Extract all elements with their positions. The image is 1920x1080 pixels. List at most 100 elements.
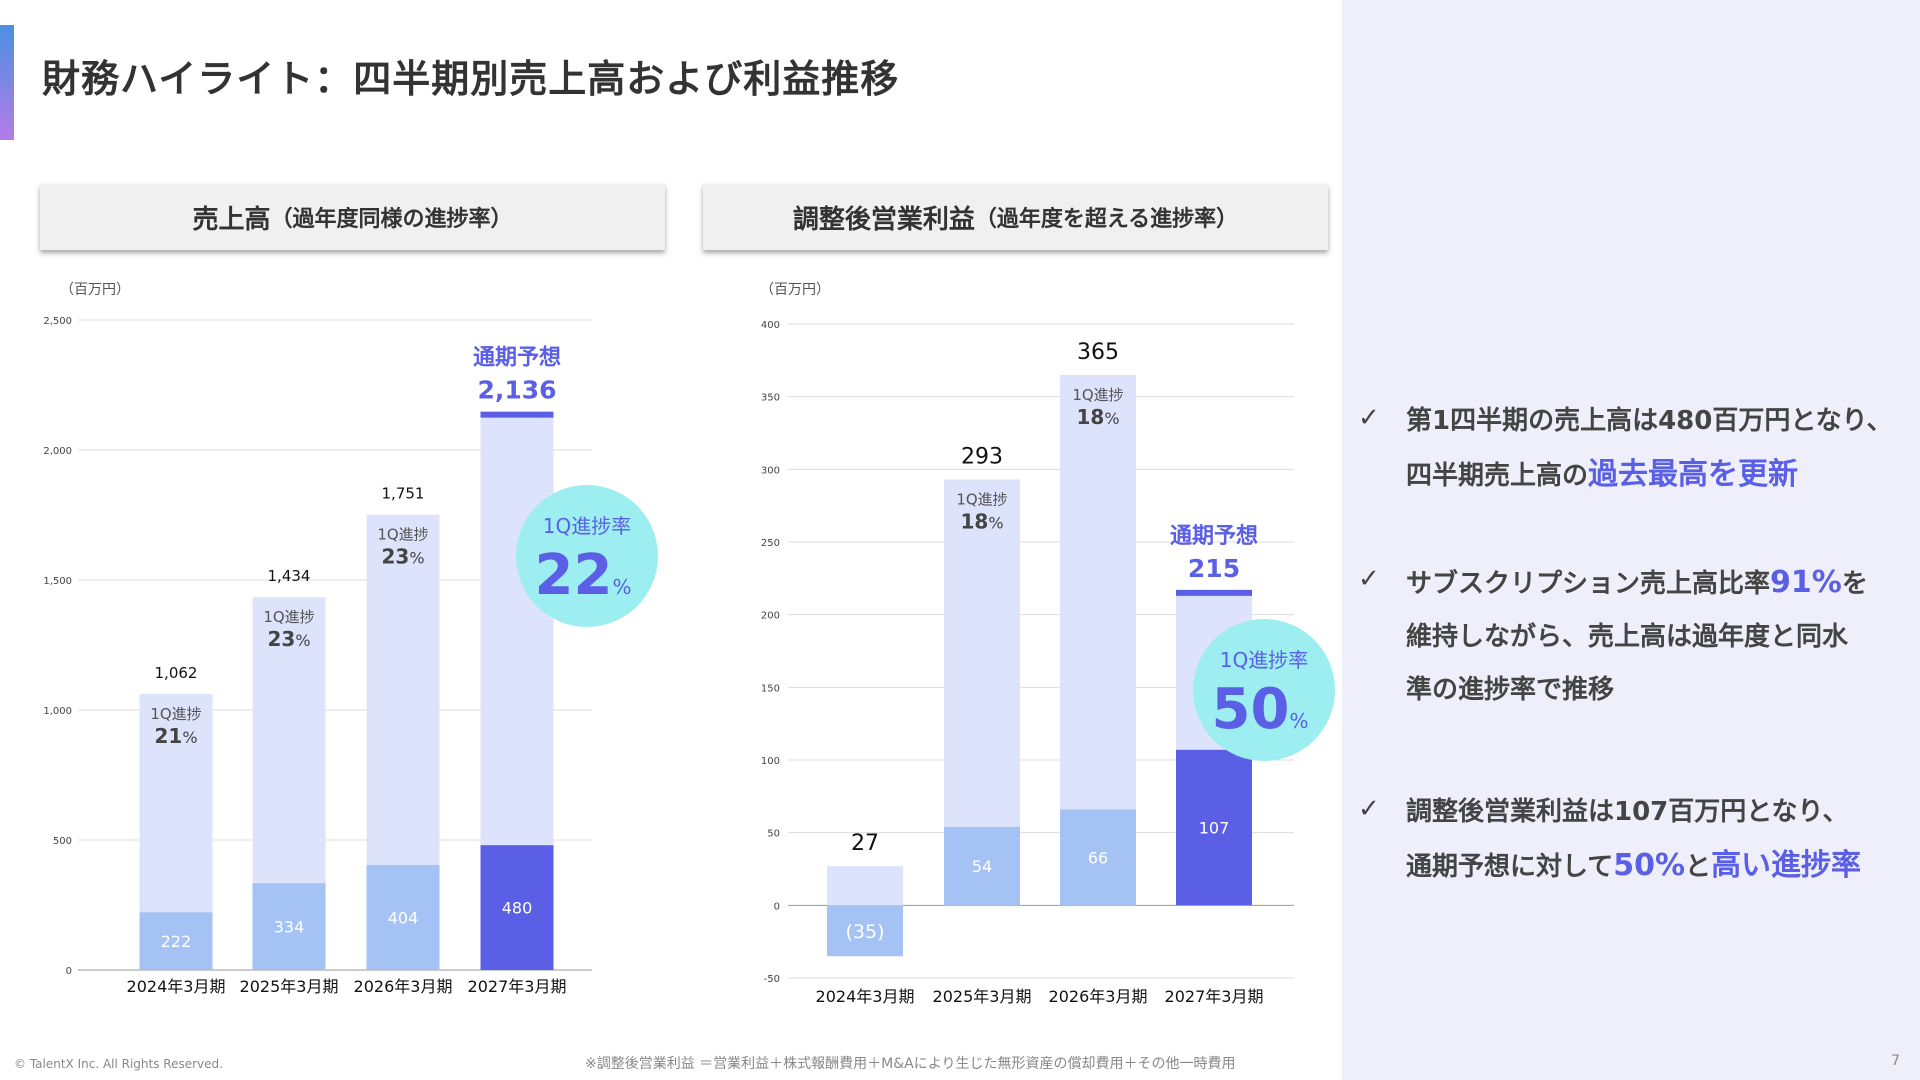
full-year-value: 1,751 [382, 485, 425, 503]
highlight-text: 過去最高を更新 [1588, 457, 1799, 492]
q1-bar [827, 905, 903, 957]
x-category-label: 2025年3月期 [240, 977, 339, 996]
bullet-text: 第1四半期の売上高は480百万円となり、 四半期売上高の過去最高を更新 [1406, 395, 1920, 503]
y-tick-label: 2,000 [43, 446, 72, 457]
progress-label: 1Q進捗 [956, 491, 1007, 509]
full-year-value: 1,062 [155, 664, 198, 682]
bullet-text: 調整後営業利益は107百万円となり、 通期予想に対して50%と高い進捗率 [1406, 786, 1920, 894]
forecast-marker [1176, 589, 1252, 596]
forecast-value: 215 [1188, 554, 1240, 583]
percent-sign: % [1104, 409, 1119, 428]
q1-value: 334 [274, 918, 305, 937]
bullet-segment: 通期予想に対して [1406, 852, 1614, 882]
y-tick-label: 2,500 [43, 316, 72, 327]
revenue-header-sub: （過年度同様の進捗率） [270, 207, 513, 232]
q1-value: 222 [161, 932, 192, 951]
q1-bar [252, 883, 326, 970]
progress-value: 18% [960, 510, 1003, 534]
forecast-label: 通期予想 [473, 346, 561, 371]
progress-label: 1Q進捗 [1072, 386, 1123, 404]
unit-label: （百万円） [60, 282, 130, 298]
x-category-label: 2026年3月期 [354, 977, 453, 996]
y-tick-label: 150 [761, 683, 780, 694]
percent-sign: % [612, 575, 631, 599]
unit-label: （百万円） [760, 282, 830, 298]
highlight-text: 91% [1770, 565, 1842, 600]
y-tick-label: 300 [761, 465, 780, 476]
q1-bar [1060, 809, 1136, 906]
x-category-label: 2026年3月期 [1049, 987, 1148, 1006]
bullet-segment: と [1685, 852, 1712, 882]
y-tick-label: 1,500 [43, 576, 72, 587]
full-year-value: 365 [1077, 340, 1119, 365]
highlight-text: 50% [1613, 848, 1686, 883]
full-year-value: 293 [961, 445, 1003, 470]
y-tick-label: 0 [66, 966, 72, 977]
bullet-segment: を [1841, 569, 1868, 599]
q1-bar [139, 912, 213, 970]
footnote: ※調整後営業利益 ＝営業利益＋株式報酬費用＋M&Aにより生じた無形資産の償却費用… [585, 1056, 1236, 1072]
bubble-label: 1Q進捗率 [1220, 648, 1308, 672]
q1-value: 107 [1199, 819, 1230, 838]
bullet-segment: 第1四半期の売上高は480百万円となり、 [1406, 406, 1893, 436]
x-category-label: 2025年3月期 [933, 987, 1032, 1006]
percent-sign: % [295, 631, 310, 650]
full-year-value: 1,434 [268, 567, 311, 585]
forecast-value: 2,136 [477, 376, 556, 405]
percent-sign: % [988, 514, 1003, 533]
q1-bar [1176, 749, 1252, 906]
bullet-segment: 維持しながら、売上高は過年度と同水 [1406, 622, 1849, 652]
y-tick-label: 500 [53, 836, 72, 847]
check-icon: ✓ [1358, 403, 1380, 433]
bullet-segment: 準の進捗率で推移 [1406, 675, 1615, 705]
y-tick-label: 350 [761, 393, 780, 404]
y-tick-label: 400 [761, 320, 780, 331]
profit-header-sub: （過年度を超える進捗率） [974, 207, 1239, 232]
x-category-label: 2024年3月期 [127, 977, 226, 996]
y-tick-label: 250 [761, 538, 780, 549]
progress-label: 1Q進捗 [377, 526, 428, 544]
page-title: 財務ハイライト：四半期別売上高および利益推移 [42, 57, 900, 101]
bullet-text: サブスクリプション売上高比率91%を 維持しながら、売上高は過年度と同水 準の進捗率… [1406, 556, 1920, 717]
check-icon: ✓ [1358, 564, 1380, 594]
bullet-segment: 調整後営業利益は107百万円となり、 [1406, 797, 1849, 827]
bubble-value: 50% [1212, 677, 1309, 742]
percent-sign: % [409, 549, 424, 568]
forecast-marker [480, 411, 554, 418]
progress-value: 18% [1076, 405, 1119, 429]
revenue-header-main: 売上高 [192, 204, 271, 235]
q1-bar [366, 864, 440, 970]
revenue-chart-header: 売上高 （過年度同様の進捗率） [40, 184, 665, 250]
q1-bar [944, 826, 1020, 906]
progress-value: 23% [381, 545, 424, 569]
copyright: © TalentX Inc. All Rights Reserved. [14, 1057, 223, 1071]
q1-value: (35) [845, 921, 884, 943]
bubble-label: 1Q進捗率 [543, 514, 631, 538]
bullet-segment: 四半期売上高の [1406, 461, 1589, 491]
page-number: 7 [1891, 1053, 1900, 1069]
x-category-label: 2027年3月期 [1165, 987, 1264, 1006]
y-tick-label: 0 [774, 901, 780, 912]
progress-bubble [1193, 619, 1335, 761]
profit-header-main: 調整後営業利益 [792, 204, 975, 235]
progress-value: 21% [154, 724, 197, 748]
q1-value: 54 [972, 857, 992, 876]
q1-bar [480, 845, 554, 970]
progress-value: 23% [267, 627, 310, 651]
full-year-value: 27 [851, 831, 879, 856]
progress-bubble [516, 485, 658, 627]
full-year-bar [827, 866, 903, 906]
profit-chart-header: 調整後営業利益 （過年度を超える進捗率） [703, 184, 1328, 250]
q1-value: 404 [388, 908, 419, 927]
percent-sign: % [182, 728, 197, 747]
x-category-label: 2024年3月期 [816, 987, 915, 1006]
y-tick-label: 50 [767, 829, 780, 840]
q1-value: 66 [1088, 848, 1108, 867]
q1-value: 480 [502, 899, 533, 918]
forecast-label: 通期予想 [1170, 524, 1258, 549]
title-accent-bar [0, 25, 14, 140]
y-tick-label: 200 [761, 611, 780, 622]
check-icon: ✓ [1358, 794, 1380, 824]
revenue-chart: （百万円） 0 500 1,000 1,500 2,000 2,500 1,062 222 1Q進… [43, 282, 658, 996]
y-tick-label: 100 [761, 756, 780, 767]
